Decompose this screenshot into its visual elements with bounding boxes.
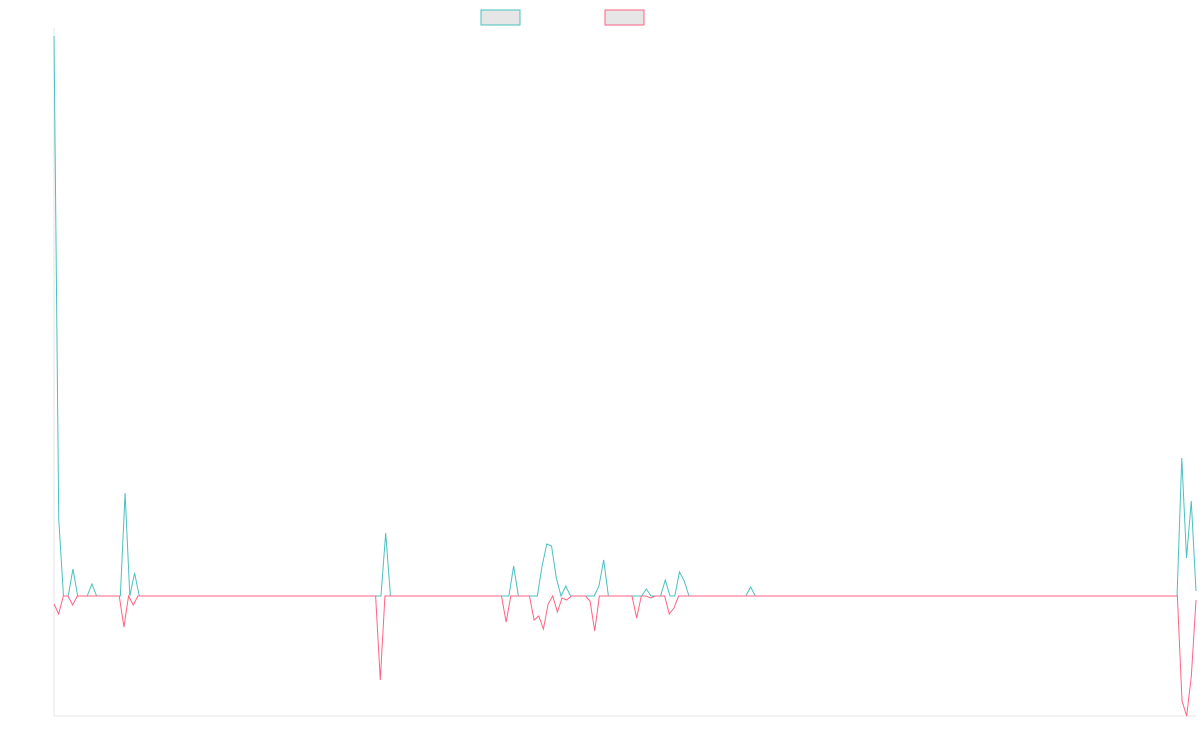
legend-swatch-1[interactable]: [480, 9, 521, 26]
legend-swatch-2[interactable]: [604, 9, 645, 26]
legend-item-1[interactable]: [480, 9, 521, 26]
series-2-line: [53, 594, 1197, 717]
series-1-line: [53, 35, 1197, 598]
series-1: [53, 35, 1197, 598]
axes: [53, 28, 1196, 717]
legend: [480, 9, 645, 26]
series-2: [53, 594, 1197, 717]
legend-item-2[interactable]: [604, 9, 645, 26]
series-group: [53, 35, 1197, 717]
